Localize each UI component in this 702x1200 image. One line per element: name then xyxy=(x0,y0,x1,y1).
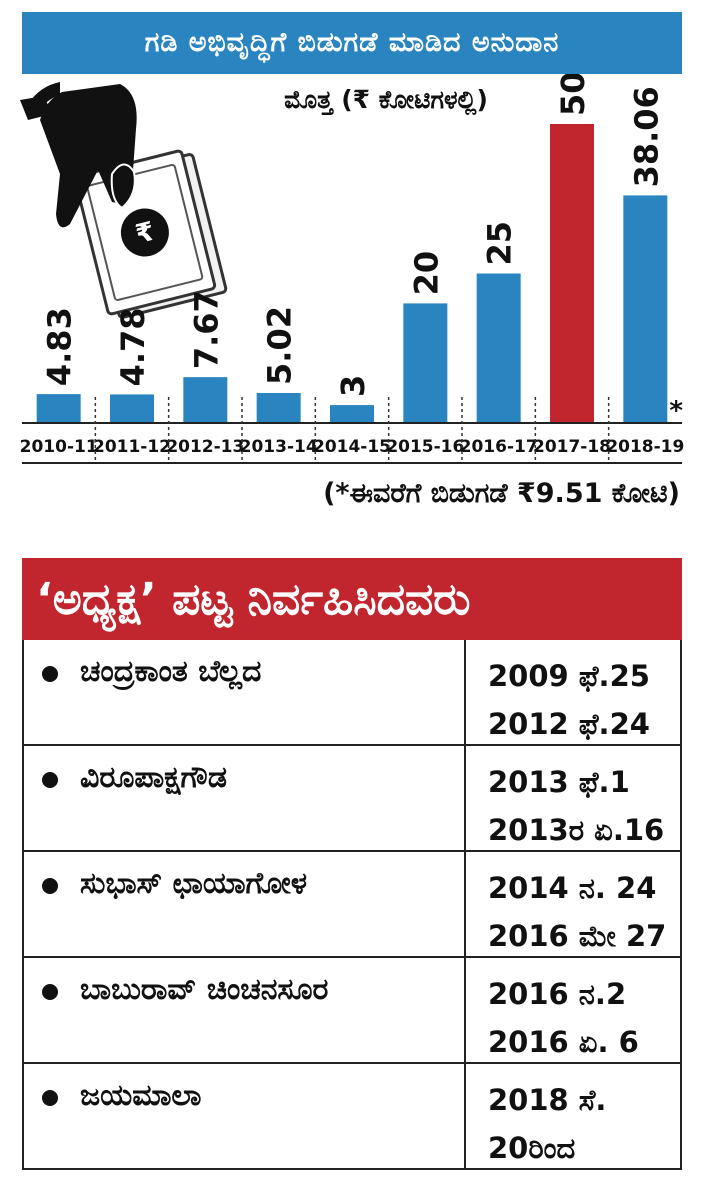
bar-2014-15 xyxy=(330,405,374,423)
value-label-2016-17: 25 xyxy=(481,221,519,266)
tick-label-2014-15: 2014-15 xyxy=(313,437,391,457)
presidents-table: ಚಂದ್ರಕಾಂತ ಬೆಲ್ಲದ 2009 ಫೆ.25 2012 ಫೆ.24 ವ… xyxy=(22,640,682,1170)
tenure-cell: 2018 ಸೆ. 20ರಿಂದ xyxy=(464,1064,680,1168)
bar-2017-18 xyxy=(550,124,594,423)
tenure-end: 20ರಿಂದ xyxy=(488,1131,576,1165)
president-name: ಜಯಮಾಲಾ xyxy=(80,1078,202,1113)
tenure-cell: 2014 ನ. 24 2016 ಮೇ 27 xyxy=(464,852,680,956)
tenure-start: 2013 ಫೆ.1 xyxy=(488,765,630,799)
president-name: ಚಂದ್ರಕಾಂತ ಬೆಲ್ಲದ xyxy=(80,654,262,689)
bar-2015-16 xyxy=(403,303,448,423)
name-cell: ಜಯಮಾಲಾ xyxy=(24,1064,464,1168)
y-axis-label: ಮೊತ್ತ (₹ ಕೋಟಿಗಳಲ್ಲಿ) xyxy=(284,85,488,116)
value-label-2017-18: 50 xyxy=(554,74,592,116)
table-row: ಬಾಬುರಾವ್ ಚಿಂಚನಸೂರ 2016 ನ.2 2016 ಏ. 6 xyxy=(24,958,680,1064)
value-label-2010-11: 4.83 xyxy=(41,307,79,386)
name-cell: ಚಂದ್ರಕಾಂತ ಬೆಲ್ಲದ xyxy=(24,640,464,744)
tenure-cell: 2016 ನ.2 2016 ಏ. 6 xyxy=(464,958,680,1062)
tenure-start: 2009 ಫೆ.25 xyxy=(488,659,650,693)
value-label-2012-13: 7.67 xyxy=(187,290,225,369)
bullet-icon xyxy=(42,772,58,788)
tenure-start: 2018 ಸೆ. xyxy=(488,1083,607,1117)
tick-label-2013-14: 2013-14 xyxy=(240,437,318,457)
bullet-icon xyxy=(42,878,58,894)
bar-chart: ₹ ಮೊತ್ತ (₹ ಕೋಟಿಗಳಲ್ಲಿ) 4.83 4.78 7.67 5.02 3… xyxy=(20,74,684,464)
tick-label-2018-19: 2018-19 xyxy=(606,437,684,457)
hand-holding-rupee-note-icon: ₹ xyxy=(20,82,228,319)
tenure-cell: 2013 ಫೆ.1 2013ರ ಏ.16 xyxy=(464,746,680,850)
president-name: ಸುಭಾಸ್ ಛಾಯಾಗೋಳ xyxy=(80,866,308,901)
tenure-cell: 2009 ಫೆ.25 2012 ಫೆ.24 xyxy=(464,640,680,744)
tick-label-2011-12: 2011-12 xyxy=(93,437,171,457)
tenure-start: 2014 ನ. 24 xyxy=(488,871,657,905)
asterisk-mark: * xyxy=(669,396,683,426)
table-row: ಜಯಮಾಲಾ 2018 ಸೆ. 20ರಿಂದ xyxy=(24,1064,680,1168)
table-row: ವಿರೂಪಾಕ್ಷಗೌಡ 2013 ಫೆ.1 2013ರ ಏ.16 xyxy=(24,746,680,852)
name-cell: ವಿರೂಪಾಕ್ಷಗೌಡ xyxy=(24,746,464,850)
value-label-2014-15: 3 xyxy=(334,375,372,397)
tick-label-2016-17: 2016-17 xyxy=(460,437,538,457)
table-title: ‘ಅಧ್ಯಕ್ಷ’ ಪಟ್ಟ ನಿರ್ವಹಿಸಿದವರು xyxy=(22,558,682,640)
value-label-2013-14: 5.02 xyxy=(261,306,299,385)
name-cell: ಬಾಬುರಾವ್ ಚಿಂಚನಸೂರ xyxy=(24,958,464,1062)
footnote: (*ಈವರೆಗೆ ಬಿಡುಗಡೆ ₹9.51 ಕೋಟಿ) xyxy=(323,478,680,509)
tick-label-2017-18: 2017-18 xyxy=(533,437,611,457)
value-label-2015-16: 20 xyxy=(407,251,445,296)
tick-label-2010-11: 2010-11 xyxy=(20,437,98,457)
tenure-end: 2012 ಫೆ.24 xyxy=(488,707,650,741)
bar-2013-14 xyxy=(256,392,301,423)
tenure-end: 2016 ಏ. 6 xyxy=(488,1025,639,1059)
value-label-2018-19: 38.06 xyxy=(627,86,665,187)
bar-2016-17 xyxy=(476,273,521,423)
table-row: ಸುಭಾಸ್ ಛಾಯಾಗೋಳ 2014 ನ. 24 2016 ಮೇ 27 xyxy=(24,852,680,958)
bar-2010-11 xyxy=(36,394,81,423)
tenure-end: 2013ರ ಏ.16 xyxy=(488,813,665,847)
bullet-icon xyxy=(42,666,58,682)
president-name: ಬಾಬುರಾವ್ ಚಿಂಚನಸೂರ xyxy=(80,972,329,1007)
table-row: ಚಂದ್ರಕಾಂತ ಬೆಲ್ಲದ 2009 ಫೆ.25 2012 ಫೆ.24 xyxy=(24,640,680,746)
chart-title: ಗಡಿ ಅಭಿವೃದ್ಧಿಗೆ ಬಿಡುಗಡೆ ಮಾಡಿದ ಅನುದಾನ xyxy=(22,12,682,74)
value-label-2011-12: 4.78 xyxy=(114,307,152,386)
bullet-icon xyxy=(42,984,58,1000)
bar-2012-13 xyxy=(183,377,228,423)
bullet-icon xyxy=(42,1090,58,1106)
tenure-start: 2016 ನ.2 xyxy=(488,977,627,1011)
tenure-end: 2016 ಮೇ 27 xyxy=(488,919,667,953)
president-name: ವಿರೂಪಾಕ್ಷಗೌಡ xyxy=(80,760,227,795)
tick-label-2015-16: 2015-16 xyxy=(386,437,464,457)
bar-2018-19 xyxy=(623,195,668,423)
bar-2011-12 xyxy=(110,394,154,423)
tick-label-2012-13: 2012-13 xyxy=(166,437,244,457)
name-cell: ಸುಭಾಸ್ ಛಾಯಾಗೋಳ xyxy=(24,852,464,956)
